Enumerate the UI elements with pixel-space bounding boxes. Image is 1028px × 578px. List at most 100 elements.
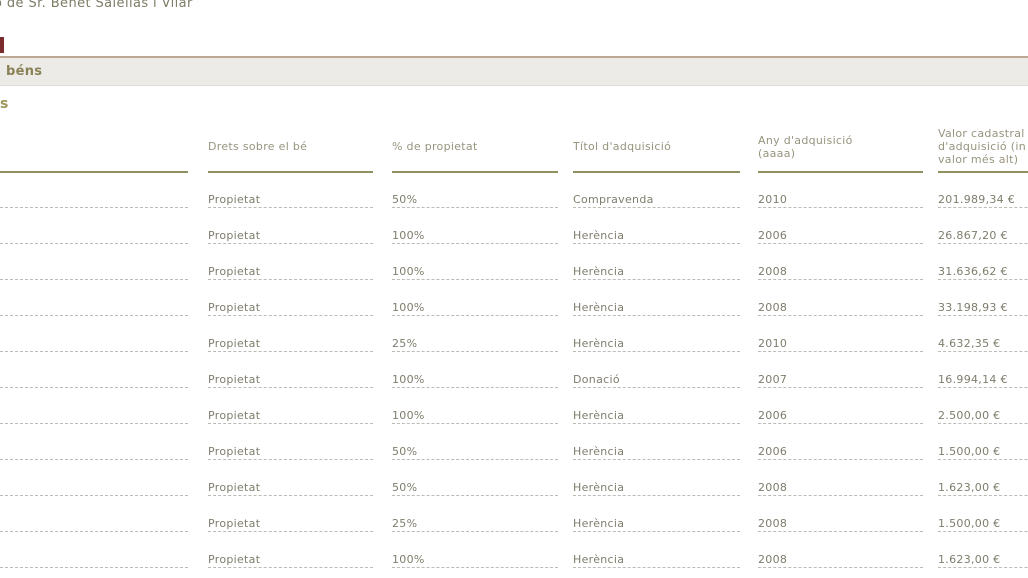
row-separator: [938, 207, 1028, 208]
cell-valor: 1.500,00 €: [938, 498, 1028, 534]
row-separator: [0, 387, 188, 388]
cell-percentatge: 25%: [392, 498, 573, 534]
cell-titol: Herència: [573, 498, 758, 534]
cell-clipped-empty: [0, 210, 208, 246]
cell-valor: 16.994,14 €: [938, 354, 1028, 390]
row-separator: [208, 351, 373, 352]
column-header-percentatge: % de propietat: [392, 120, 573, 173]
row-separator: [392, 495, 558, 496]
row-separator: [392, 351, 558, 352]
cell-drets: Propietat: [208, 282, 392, 318]
cell-drets: Propietat: [208, 354, 392, 390]
row-separator: [0, 423, 188, 424]
cell-any: 2008: [758, 534, 938, 570]
row-separator: [938, 423, 1028, 424]
cell-drets: Propietat: [208, 534, 392, 570]
cell-clipped-empty: [0, 534, 208, 570]
column-header-drets: Drets sobre el bé: [208, 120, 392, 173]
row-separator: [938, 315, 1028, 316]
column-header-clipped: [0, 120, 208, 173]
row-separator: [758, 567, 923, 568]
row-separator: [573, 531, 740, 532]
header-underline: [208, 171, 373, 173]
cell-any: 2008: [758, 498, 938, 534]
cell-drets: Propietat: [208, 246, 392, 282]
cell-titol: Herència: [573, 534, 758, 570]
row-separator: [0, 459, 188, 460]
cell-any: 2008: [758, 282, 938, 318]
row-separator: [0, 315, 188, 316]
cell-titol: Herència: [573, 426, 758, 462]
cell-clipped-empty: [0, 246, 208, 282]
cell-clipped-empty: [0, 462, 208, 498]
cell-drets: Propietat: [208, 498, 392, 534]
row-separator: [392, 423, 558, 424]
cell-any: 2010: [758, 318, 938, 354]
header-underline: [758, 171, 923, 173]
column-header-any: Any d'adquisició (aaaa): [758, 120, 938, 173]
cell-titol: Herència: [573, 390, 758, 426]
cell-titol: Donació: [573, 354, 758, 390]
row-separator: [0, 243, 188, 244]
row-separator: [758, 351, 923, 352]
row-separator: [392, 207, 558, 208]
table-row: Propietat 50% Herència 2006 1.500,00 €: [0, 426, 1028, 462]
cell-drets: Propietat: [208, 318, 392, 354]
cell-percentatge: 100%: [392, 210, 573, 246]
row-separator: [208, 459, 373, 460]
cell-percentatge: 50%: [392, 462, 573, 498]
cell-clipped-empty: [0, 318, 208, 354]
column-header-valor: Valor cadastral d'adquisició (in valor m…: [938, 120, 1028, 173]
cell-clipped-empty: [0, 426, 208, 462]
table-row: Propietat 100% Herència 2008 31.636,62 €: [0, 246, 1028, 282]
row-separator: [573, 387, 740, 388]
row-separator: [208, 423, 373, 424]
row-separator: [573, 351, 740, 352]
cell-titol: Herència: [573, 282, 758, 318]
cell-percentatge: 100%: [392, 534, 573, 570]
table-row: Propietat 50% Herència 2008 1.623,00 €: [0, 462, 1028, 498]
cell-any: 2007: [758, 354, 938, 390]
row-separator: [938, 351, 1028, 352]
row-separator: [758, 459, 923, 460]
cell-titol: Herència: [573, 210, 758, 246]
row-separator: [208, 315, 373, 316]
table-row: Propietat 100% Herència 2006 2.500,00 €: [0, 390, 1028, 426]
row-separator: [758, 207, 923, 208]
cell-drets: Propietat: [208, 390, 392, 426]
horizontal-divider: [0, 56, 1028, 58]
table-row: Propietat 25% Herència 2010 4.632,35 €: [0, 318, 1028, 354]
row-separator: [0, 531, 188, 532]
cell-valor: 33.198,93 €: [938, 282, 1028, 318]
row-separator: [392, 387, 558, 388]
row-separator: [0, 207, 188, 208]
cell-clipped-empty: [0, 354, 208, 390]
cell-any: 2006: [758, 390, 938, 426]
row-separator: [573, 459, 740, 460]
row-separator: [208, 243, 373, 244]
row-separator: [758, 279, 923, 280]
row-separator: [938, 567, 1028, 568]
row-separator: [573, 423, 740, 424]
row-separator: [208, 207, 373, 208]
row-separator: [0, 351, 188, 352]
header-underline: [938, 171, 1028, 173]
table-row: Propietat 100% Herència 2008 1.623,00 €: [0, 534, 1028, 570]
row-separator: [758, 495, 923, 496]
cell-drets: Propietat: [208, 426, 392, 462]
page-owner-title: ó de Sr. Benet Salellas i Vilar: [0, 0, 193, 11]
table-row: Propietat 25% Herència 2008 1.500,00 €: [0, 498, 1028, 534]
cell-titol: Herència: [573, 246, 758, 282]
row-separator: [573, 567, 740, 568]
header-underline: [392, 171, 558, 173]
row-separator: [392, 531, 558, 532]
row-separator: [208, 495, 373, 496]
row-separator: [573, 279, 740, 280]
table-row: Propietat 100% Donació 2007 16.994,14 €: [0, 354, 1028, 390]
table-header-row: Drets sobre el bé % de propietat Títol d…: [0, 120, 1028, 173]
cell-drets: Propietat: [208, 210, 392, 246]
section-header-label: béns: [6, 64, 43, 79]
row-separator: [392, 459, 558, 460]
cell-clipped-empty: [0, 282, 208, 318]
